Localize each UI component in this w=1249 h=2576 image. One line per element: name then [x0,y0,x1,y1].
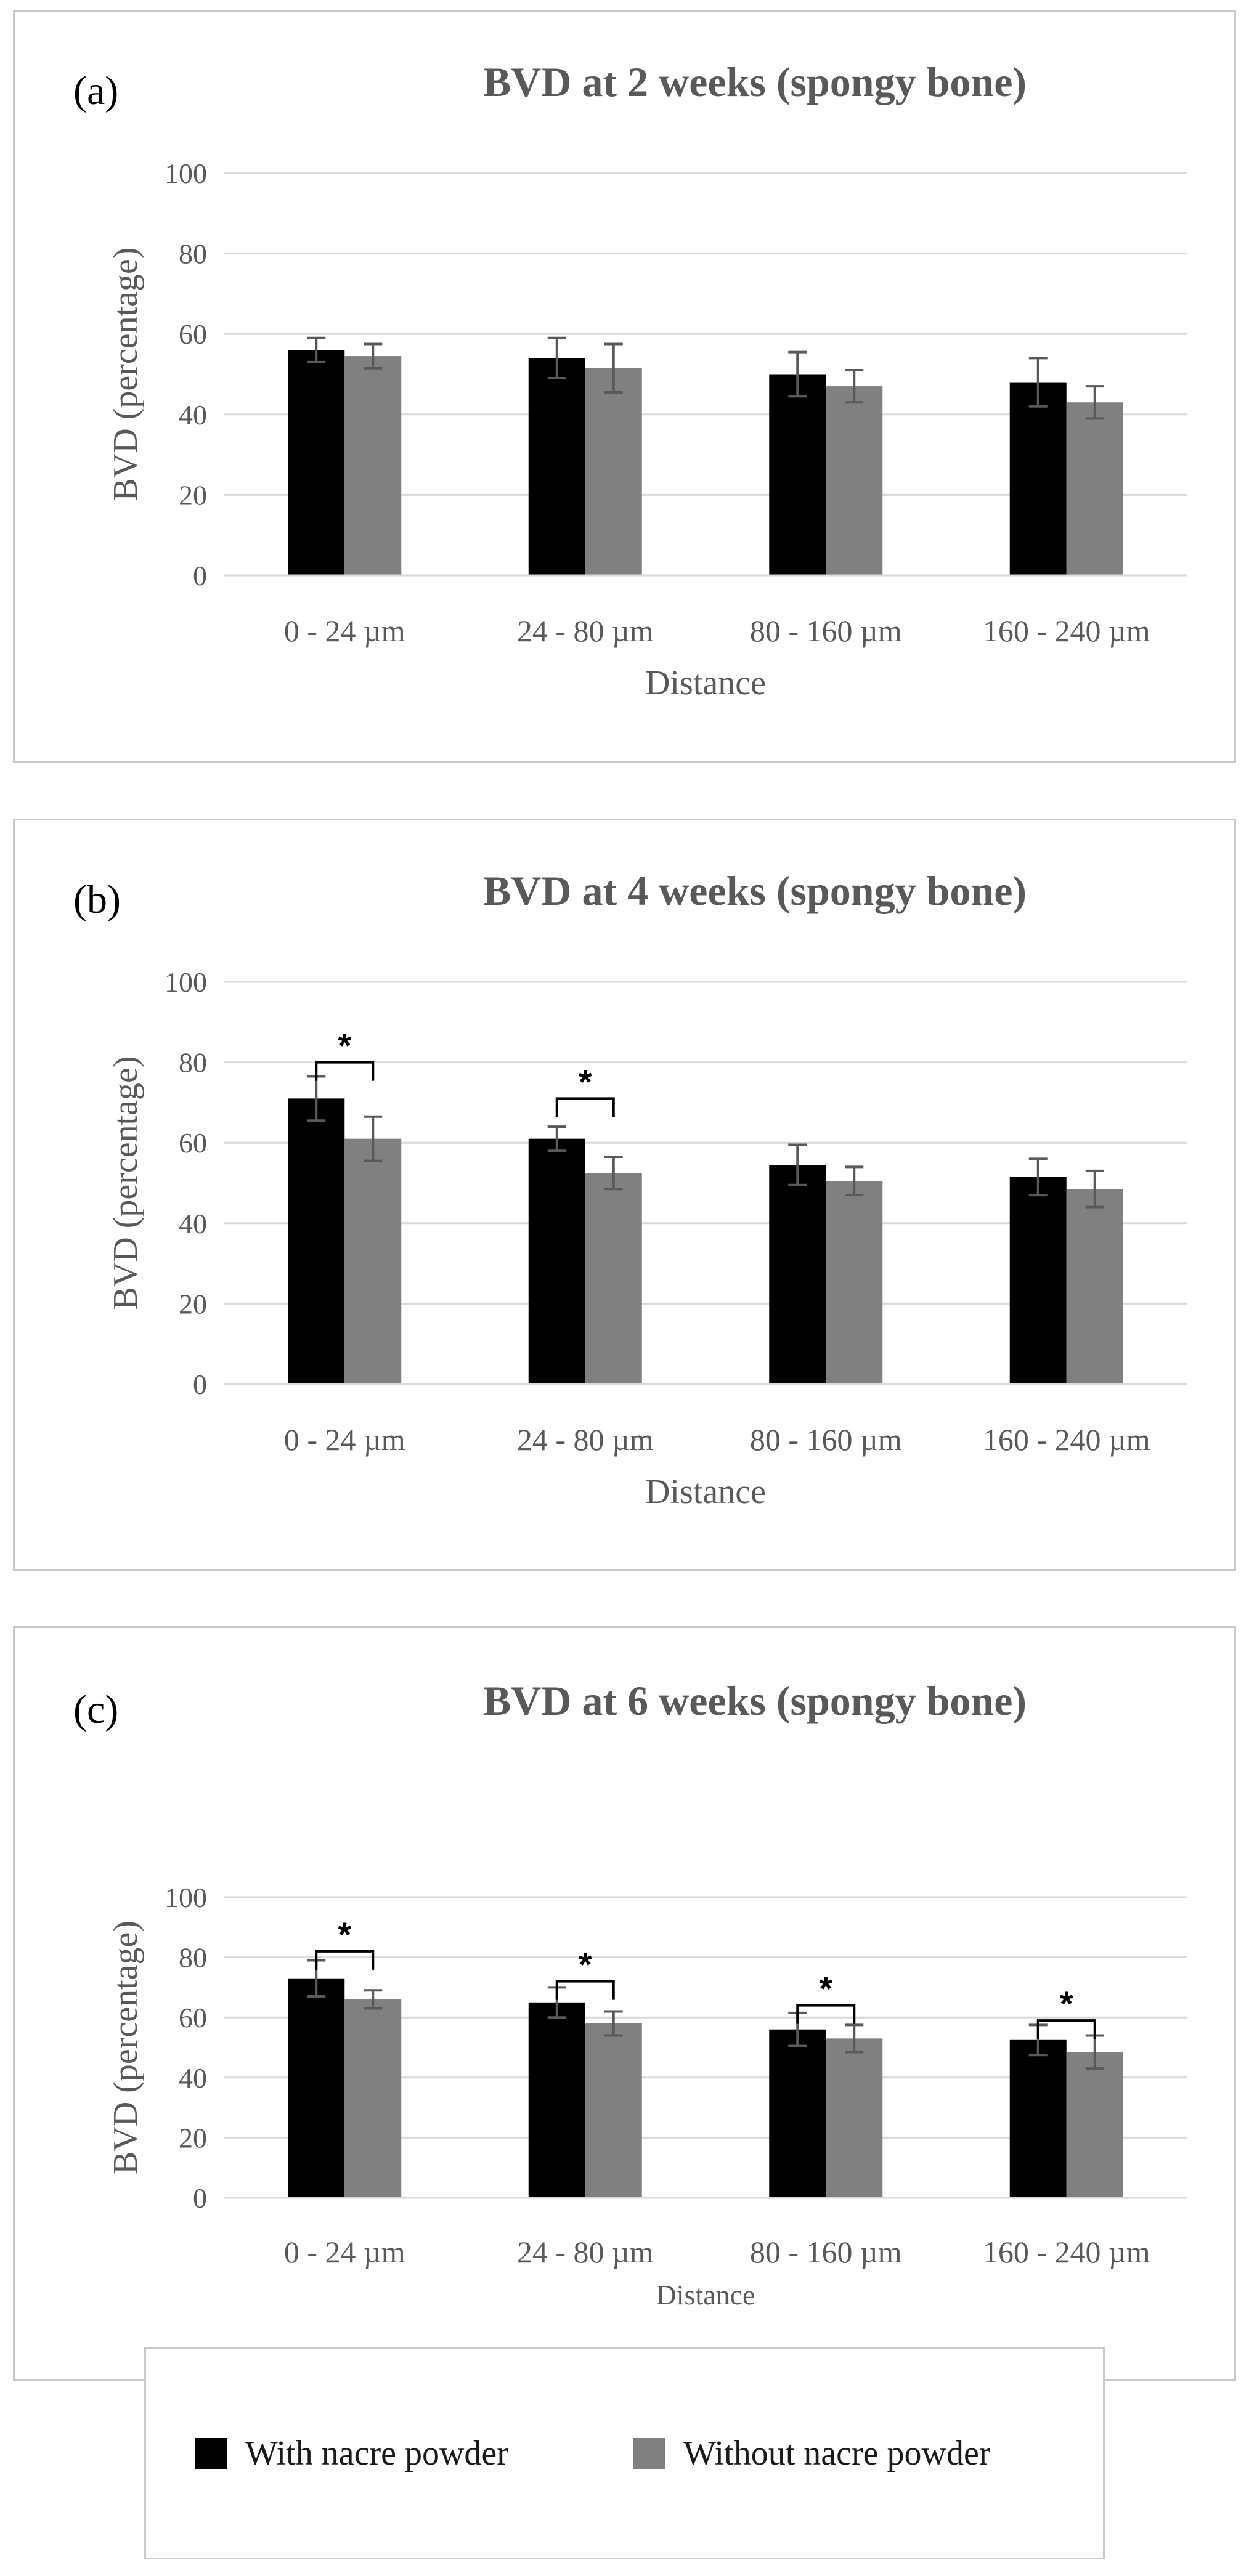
x-tick-label: 80 - 160 µm [750,2235,902,2269]
bar-without-nacre [826,2038,883,2198]
bar-with-nacre [288,350,345,575]
bar-with-nacre [769,374,826,575]
significance-marker: * [338,1026,351,1065]
bar-without-nacre [1066,402,1123,575]
y-tick-label: 20 [179,1288,207,1319]
y-tick-label: 60 [179,2002,207,2033]
panel-label: (b) [73,877,121,922]
y-tick-label: 100 [165,1882,207,1913]
x-axis-label: Distance [645,664,766,702]
x-tick-label: 24 - 80 µm [517,1422,654,1457]
significance-bracket [315,1061,375,1081]
y-tick-label: 60 [179,318,207,350]
y-tick-label: 100 [165,966,207,998]
x-tick-label: 80 - 160 µm [750,1422,902,1457]
significance-bracket [315,1950,375,1970]
legend: With nacre powder Without nacre powder [144,2347,1105,2559]
bar-without-nacre [1066,1189,1123,1384]
x-tick-label: 0 - 24 µm [284,2235,405,2269]
chart-panel-c: (c) BVD at 6 weeks (spongy bone) 0 20 40 60 80… [13,1626,1236,2381]
y-tick-label: 0 [193,560,207,591]
significance-bracket [555,1980,615,2000]
chart-title: BVD at 4 weeks (spongy bone) [483,867,1027,914]
legend-label-with-nacre: With nacre powder [245,2434,508,2473]
bar-with-nacre [769,2029,826,2198]
chart-panel-a: (a) BVD at 2 weeks (spongy bone) 0 20 40 60 80… [13,10,1236,763]
bar-with-nacre [528,2002,585,2198]
x-tick-label: 0 - 24 µm [284,1422,405,1457]
x-axis-label: Distance [645,1473,766,1511]
y-tick-label: 80 [179,238,207,270]
bar-without-nacre [826,1181,883,1384]
bar-with-nacre [769,1165,826,1384]
y-tick-label: 0 [193,2182,207,2214]
chart-svg-a: (a) BVD at 2 weeks (spongy bone) 0 20 40 60 80… [73,59,1187,702]
chart-title: BVD at 2 weeks (spongy bone) [483,59,1027,105]
bar-with-nacre [1009,2039,1067,2198]
y-axis-label: BVD (percentage) [107,1921,145,2174]
chart-panel-b: (b) BVD at 4 weeks (spongy bone) 0 20 40 60 80… [13,819,1236,1571]
y-tick-label: 80 [179,1942,207,1974]
y-tick-label: 80 [179,1047,207,1079]
significance-marker: * [579,1062,592,1101]
legend-label-without-nacre: Without nacre powder [683,2434,991,2473]
legend-swatch-with-nacre [195,2437,227,2469]
y-axis-label: BVD (percentage) [107,1056,145,1310]
x-tick-label: 0 - 24 µm [284,614,405,648]
bar-with-nacre [1009,1177,1067,1384]
chart-svg-c: (c) BVD at 6 weeks (spongy bone) 0 20 40 60 80… [73,1677,1187,2311]
y-tick-label: 40 [179,2062,207,2094]
x-tick-label: 80 - 160 µm [750,614,902,648]
bar-without-nacre [585,1173,642,1384]
y-tick-label: 40 [179,399,207,431]
significance-marker: * [338,1915,351,1954]
bar-with-nacre [1009,382,1067,575]
bar-without-nacre [826,386,883,575]
x-axis-label: Distance [656,2279,755,2311]
bar-without-nacre [1066,2052,1123,2198]
y-tick-label: 20 [179,479,207,511]
significance-marker: * [819,1969,832,2008]
significance-bracket [796,2004,856,2024]
bar-without-nacre [344,1999,402,2198]
bar-with-nacre [528,1138,585,1384]
panel-label: (a) [73,68,118,113]
bar-without-nacre [344,1138,402,1384]
bar-without-nacre [585,2023,642,2198]
x-tick-label: 160 - 240 µm [983,614,1150,648]
legend-item-without-nacre: Without nacre powder [633,2349,990,2558]
x-tick-label: 160 - 240 µm [983,1422,1150,1457]
y-tick-label: 20 [179,2122,207,2153]
bar-with-nacre [528,358,585,575]
chart-title: BVD at 6 weeks (spongy bone) [483,1677,1027,1724]
bar-without-nacre [344,356,402,575]
bar-with-nacre [288,1098,345,1384]
bar-without-nacre [585,368,642,575]
legend-swatch-without-nacre [633,2437,665,2469]
panel-label: (c) [73,1687,118,1732]
x-tick-label: 160 - 240 µm [983,2235,1150,2269]
significance-marker: * [1060,1984,1073,2023]
significance-marker: * [579,1945,592,1984]
legend-item-with-nacre: With nacre powder [195,2349,508,2558]
significance-bracket [1036,2019,1096,2039]
y-tick-label: 100 [165,158,207,189]
chart-svg-b: (b) BVD at 4 weeks (spongy bone) 0 20 40 60 80… [73,867,1187,1511]
significance-bracket [555,1097,615,1117]
y-tick-label: 0 [193,1369,207,1400]
x-tick-label: 24 - 80 µm [517,614,654,648]
y-axis-label: BVD (percentage) [107,247,145,501]
bar-with-nacre [288,1978,345,2198]
x-tick-label: 24 - 80 µm [517,2235,654,2269]
y-tick-label: 40 [179,1208,207,1239]
y-tick-label: 60 [179,1127,207,1159]
